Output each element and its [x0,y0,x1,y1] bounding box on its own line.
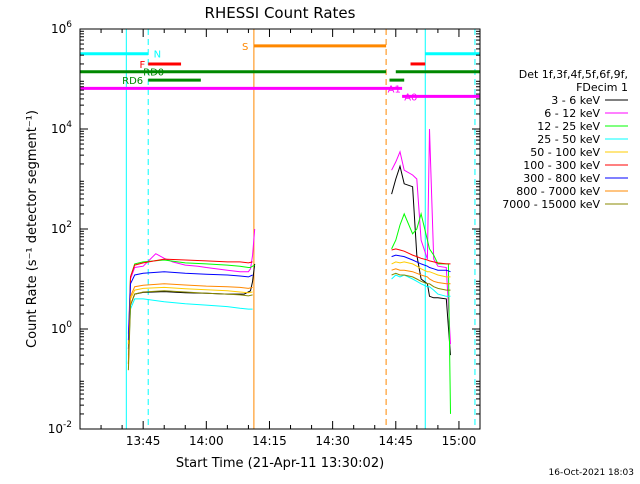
legend-entry-8: 800 - 7000 keV [516,185,600,198]
series-line-8-part-1 [127,283,253,364]
x-tick-label-2: 14:00 [189,434,224,448]
series-line-8-part-2 [391,268,451,285]
series-lines [127,128,451,414]
state-bar-label-a1: A1 [388,84,401,95]
legend-entry-3: 12 - 25 keV [537,120,600,133]
state-bar-label-rd0: RD0 [143,68,164,79]
x-tick-label-6: 15:00 [442,434,477,448]
y-axis-label: Count Rate (s⁻¹ detector segment⁻¹) [25,110,40,348]
y-tick-label-2: 100 [51,320,72,336]
legend-header-1: Det 1f,3f,4f,5f,6f,9f, [519,68,628,81]
series-line-1-part-2 [391,164,451,356]
y-axis-ticks: 10-2 100 102 104 106 [48,20,480,436]
series-line-3-part-1 [127,259,255,345]
y-tick-label-5: 106 [51,20,72,36]
state-bar-label-rd6: RD6 [122,76,143,87]
x-tick-label-3: 14:15 [252,434,287,448]
legend-entry-4: 25 - 50 keV [537,133,600,146]
state-bar-label-n: N [154,50,161,61]
legend-entry-2: 6 - 12 keV [544,107,600,120]
legend-entry-7: 300 - 800 keV [523,172,600,185]
series-line-5-part-2 [391,261,451,278]
series-line-4-part-2 [391,274,451,297]
legend: Det 1f,3f,4f,5f,6f,9f,FDecim 13 - 6 keV6… [502,68,628,211]
x-axis-ticks: 13:45 14:00 14:15 14:30 14:45 15:00 [100,29,477,448]
series-line-7-part-1 [127,271,253,341]
series-line-6-part-2 [391,248,451,265]
x-tick-label-1: 13:45 [126,434,161,448]
legend-header-2: FDecim 1 [576,81,628,94]
legend-entry-6: 100 - 300 keV [523,159,600,172]
series-line-7-part-2 [391,254,451,273]
state-bar-label-f: F [139,60,145,71]
y-tick-label-1: 10-2 [48,420,72,436]
legend-entry-5: 50 - 100 keV [530,146,600,159]
generation-timestamp: 16-Oct-2021 18:03 [548,468,634,478]
chart-title: RHESSI Count Rates [205,4,356,22]
state-bar-label-a0: A0 [404,92,417,103]
y-tick-label-3: 102 [51,220,72,236]
series-line-9-part-2 [391,272,451,291]
series-line-5-part-1 [127,286,253,345]
x-tick-label-5: 14:45 [378,434,413,448]
series-line-2-part-2 [391,128,451,345]
state-bar-label-s: S [242,42,248,53]
legend-entry-1: 3 - 6 keV [551,94,600,107]
x-tick-label-4: 14:30 [315,434,350,448]
series-line-4-part-1 [127,298,253,356]
series-line-2-part-1 [127,228,256,334]
x-axis-label: Start Time (21-Apr-11 13:30:02) [176,456,384,471]
legend-entry-9: 7000 - 15000 keV [502,198,600,211]
series-line-9-part-1 [127,290,253,371]
series-line-6-part-1 [127,258,253,364]
y-tick-label-4: 104 [51,120,72,136]
